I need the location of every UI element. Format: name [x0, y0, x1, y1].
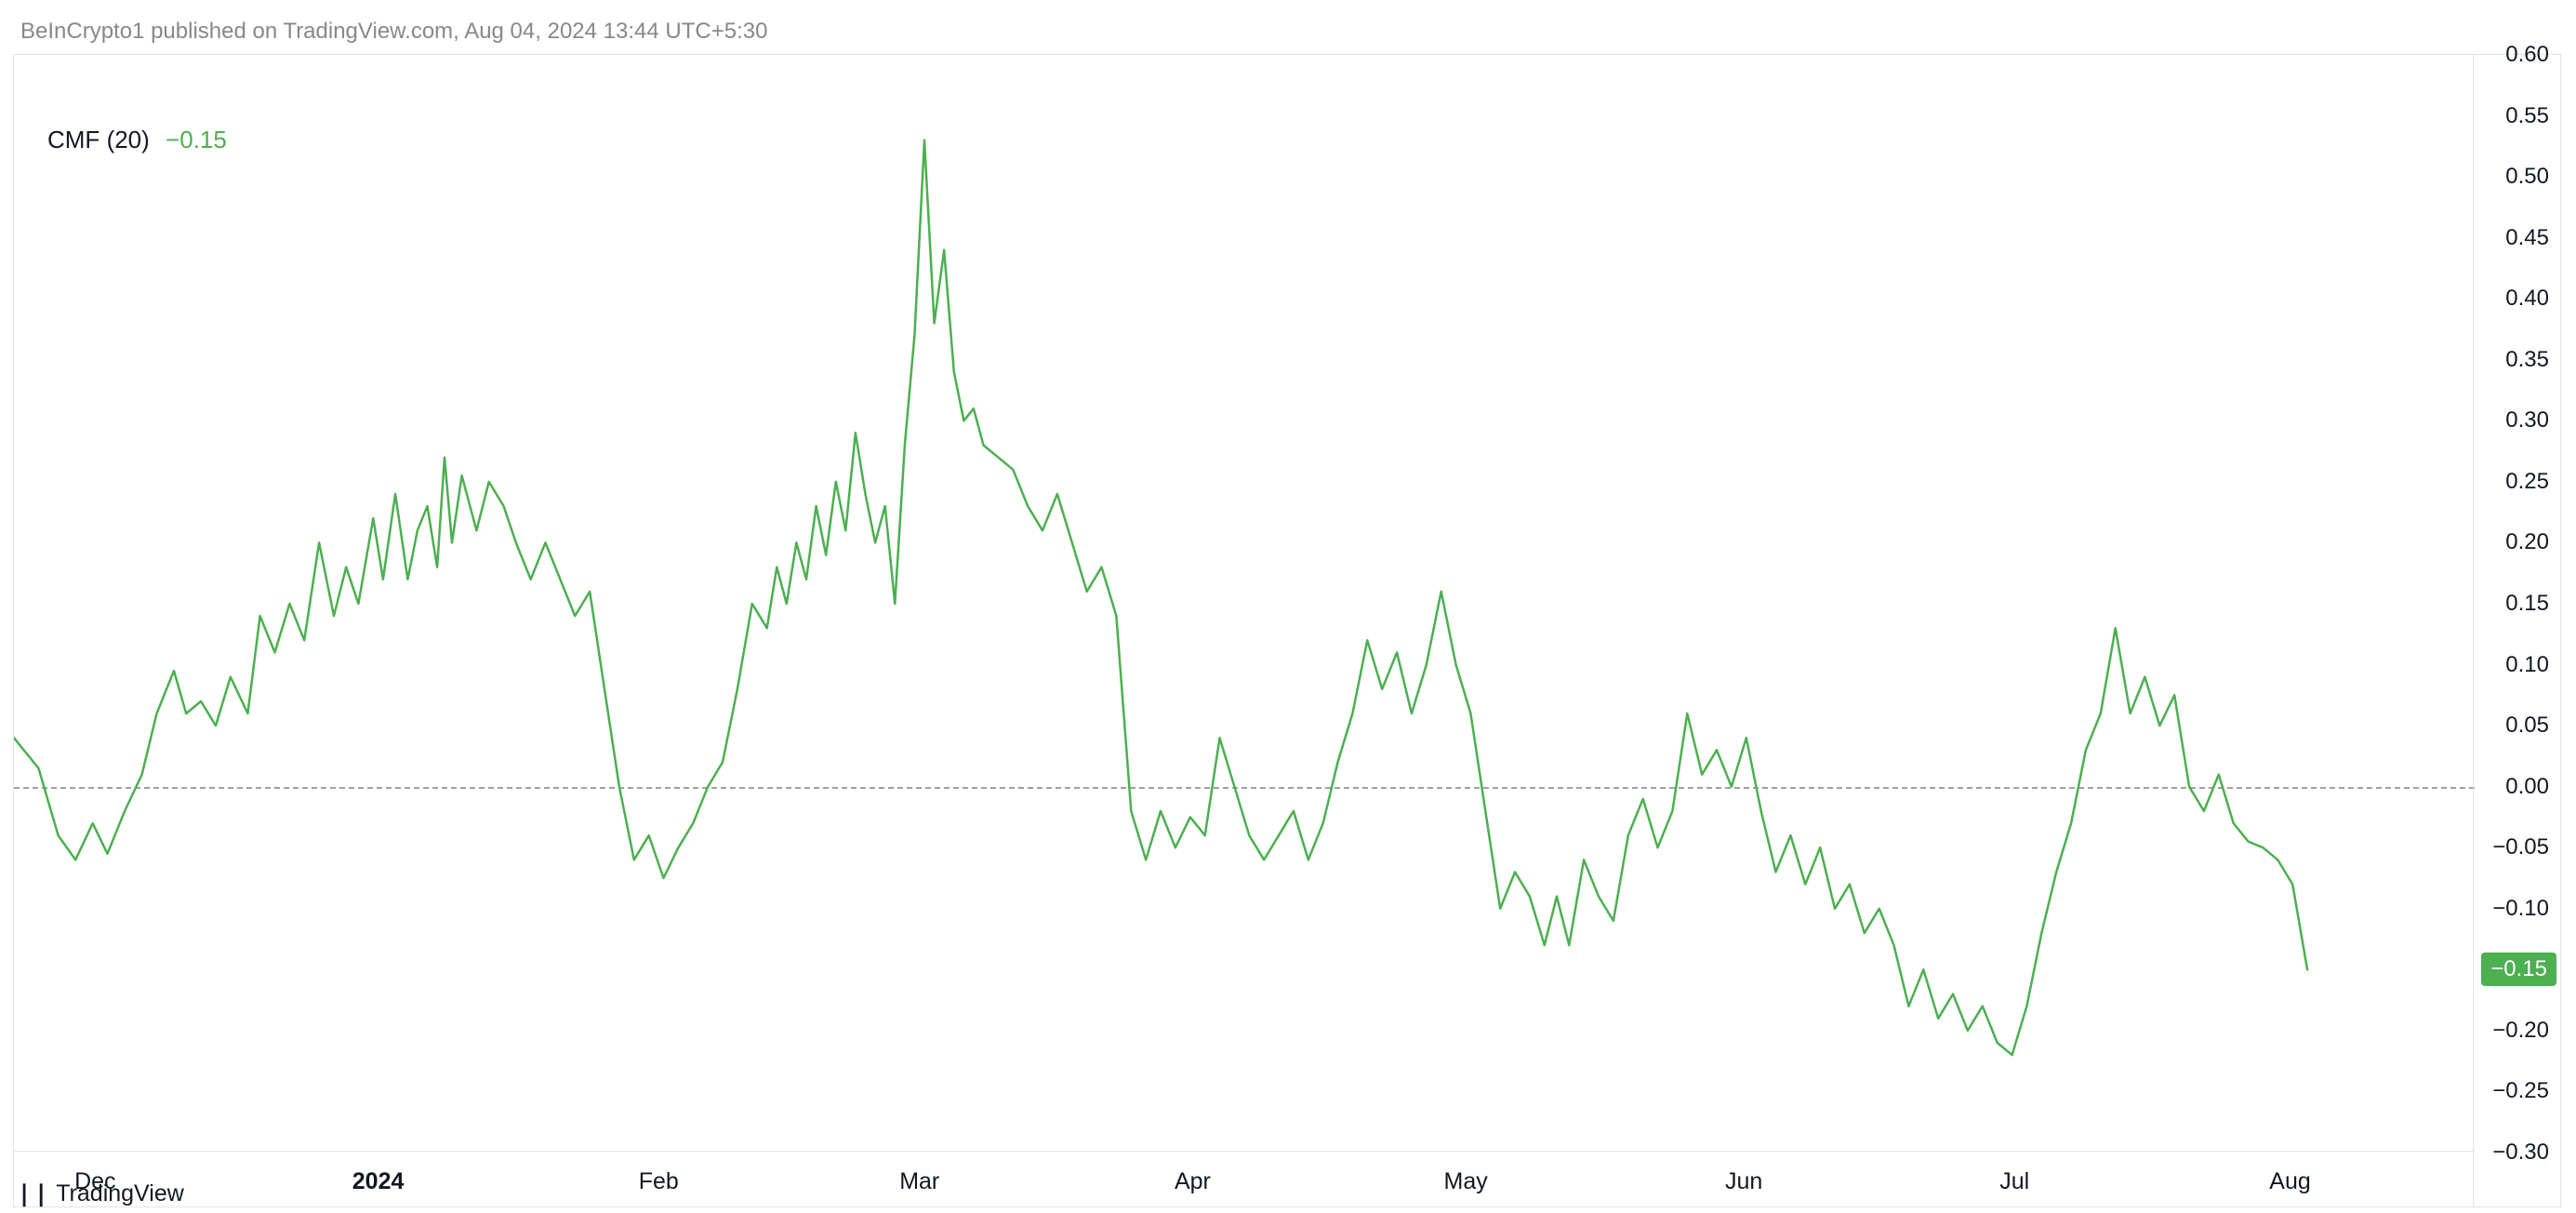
tradingview-label: TradingView	[56, 1180, 184, 1207]
cmf-line	[14, 140, 2307, 1055]
current-value-badge: −0.15	[2481, 953, 2556, 986]
y-tick: −0.25	[2492, 1078, 2549, 1104]
y-tick: 0.30	[2505, 407, 2549, 433]
y-tick: 0.15	[2505, 591, 2549, 617]
x-tick: 2024	[352, 1168, 405, 1195]
x-tick: Apr	[1175, 1168, 1211, 1195]
chart-panel: CMF (20) −0.15 0.600.550.500.450.400.350…	[13, 54, 2561, 1207]
y-tick: −0.20	[2492, 1018, 2549, 1044]
x-tick: Feb	[639, 1168, 679, 1195]
x-axis: Dec2024FebMarAprMayJunJulAug	[14, 1151, 2475, 1206]
y-tick: 0.60	[2505, 42, 2549, 68]
cmf-line-chart	[14, 55, 2475, 1153]
x-tick: Aug	[2269, 1168, 2310, 1195]
x-tick: Jul	[1999, 1168, 2029, 1195]
tradingview-logo[interactable]: ❘❘ TradingView	[15, 1180, 184, 1207]
plot-area[interactable]	[14, 55, 2475, 1153]
x-tick: Mar	[899, 1168, 939, 1195]
y-tick: 0.40	[2505, 286, 2549, 312]
attribution-text: BeInCrypto1 published on TradingView.com…	[20, 19, 767, 45]
y-tick: 0.05	[2505, 713, 2549, 739]
x-tick: May	[1444, 1168, 1488, 1195]
x-tick: Jun	[1725, 1168, 1762, 1195]
y-tick: 0.25	[2505, 469, 2549, 495]
y-tick: 0.00	[2505, 774, 2549, 800]
y-tick: 0.50	[2505, 164, 2549, 190]
y-tick: 0.45	[2505, 225, 2549, 251]
y-tick: 0.35	[2505, 347, 2549, 373]
y-axis: 0.600.550.500.450.400.350.300.250.200.15…	[2473, 55, 2560, 1206]
tradingview-icon: ❘❘	[15, 1180, 48, 1207]
y-tick: −0.05	[2492, 834, 2549, 860]
y-tick: 0.10	[2505, 652, 2549, 678]
y-tick: −0.30	[2492, 1140, 2549, 1166]
y-tick: −0.10	[2492, 896, 2549, 922]
y-tick: 0.55	[2505, 103, 2549, 129]
y-tick: 0.20	[2505, 529, 2549, 555]
